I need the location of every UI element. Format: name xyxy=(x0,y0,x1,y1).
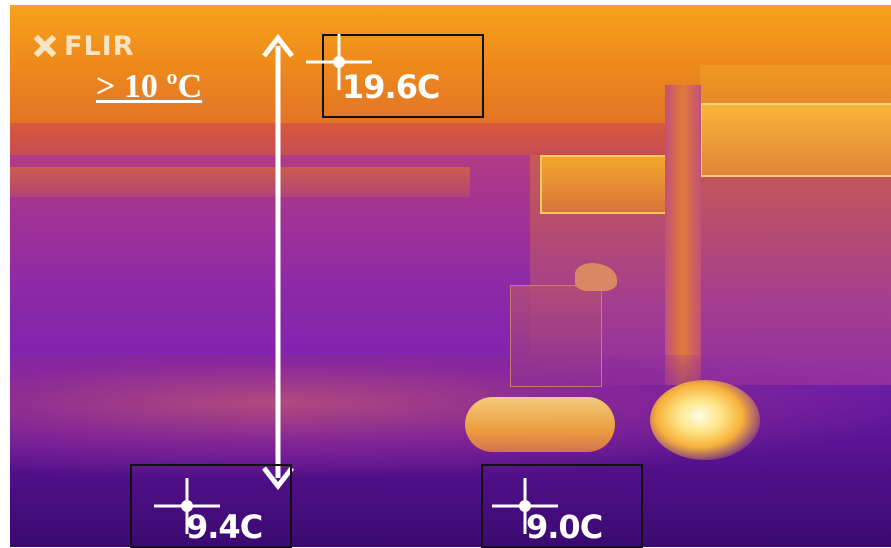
flir-logo-icon xyxy=(32,33,58,59)
spot-reading-floor-right: 9.0C xyxy=(526,508,603,546)
cylinder-tank-hotspot xyxy=(465,397,615,452)
shelf-unit xyxy=(510,285,602,387)
wall-beam xyxy=(10,167,470,197)
spot-reading-ceiling: 19.6C xyxy=(342,68,440,106)
temperature-difference-annotation: > 10 ºC xyxy=(96,68,203,105)
clerestory-window-left xyxy=(540,155,674,214)
clerestory-window-right xyxy=(700,103,891,177)
flir-logo: FLIR xyxy=(32,28,135,64)
person-hotspot xyxy=(650,380,760,460)
flir-logo-text: FLIR xyxy=(64,30,135,62)
spot-box-ceiling xyxy=(322,34,484,118)
double-arrow-icon xyxy=(262,33,294,491)
thermal-image xyxy=(10,5,891,547)
crosshair-icon xyxy=(154,478,220,534)
crosshair-icon xyxy=(306,34,372,90)
spot-reading-floor-left: 9.4C xyxy=(186,508,263,546)
crosshair-icon xyxy=(492,478,558,534)
lamp-object xyxy=(575,263,617,291)
pillar xyxy=(665,85,701,385)
